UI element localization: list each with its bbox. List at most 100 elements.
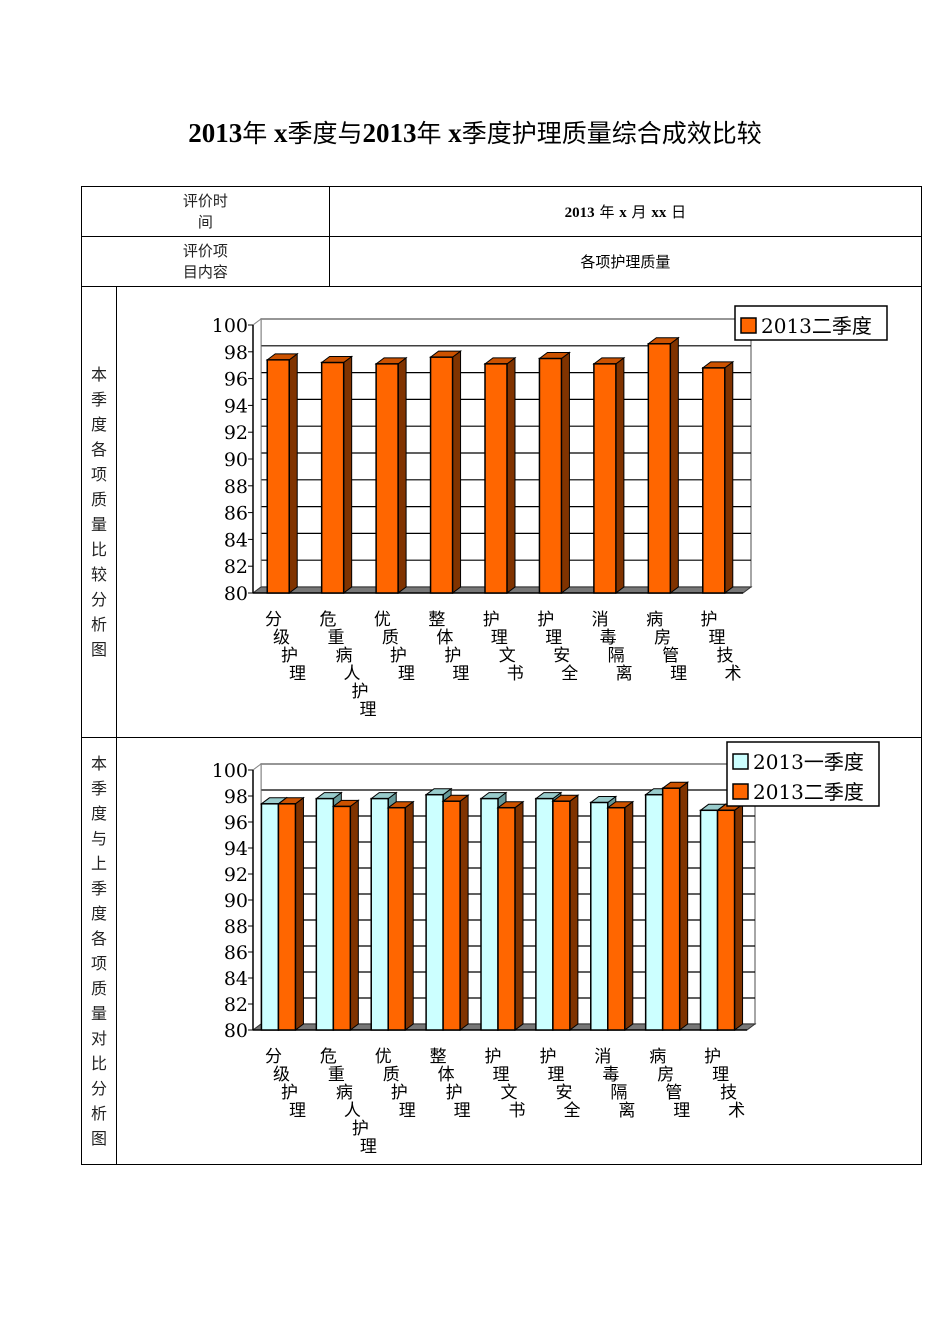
bar-chart-comparison: 80828486889092949698100分级护理危重病人护理优质护理整体护… — [212, 741, 880, 1157]
x-category-label: 理 — [709, 628, 726, 648]
x-category-label: 管 — [665, 1083, 682, 1103]
label-char: 量 — [90, 1004, 107, 1023]
x-category-label: 重 — [327, 628, 344, 648]
label-char: 各 — [90, 929, 107, 948]
bar — [716, 803, 745, 1031]
label-char: 量 — [90, 515, 107, 534]
x-category-label: 书 — [509, 1101, 526, 1121]
label-line: 间 — [197, 212, 213, 231]
label-char: 析 — [90, 615, 107, 634]
x-category-label: 理 — [289, 664, 306, 684]
x-category-label: 护 — [701, 610, 718, 630]
legend: 2013二季度 — [734, 305, 888, 341]
date-text: 年 — [599, 203, 615, 221]
bar — [320, 355, 354, 594]
y-tick-label: 100 — [212, 760, 248, 782]
x-category-label: 理 — [491, 628, 508, 648]
legend-label: 2013二季度 — [753, 780, 864, 804]
x-category-label: 体 — [436, 628, 453, 648]
label-char: 本 — [90, 365, 107, 384]
title-text: 季度与 — [287, 119, 363, 148]
bar — [701, 360, 735, 594]
y-tick-label: 100 — [212, 315, 248, 337]
x-category-label: 隔 — [608, 646, 625, 666]
title-year: 2013 — [362, 118, 417, 148]
evaluation-table: 评价时 间 2013 年 x 月 xx 日 评价项 目内容 各项护理质量 本季度… — [81, 186, 923, 1165]
x-category-label: 病 — [336, 1083, 353, 1103]
bar — [483, 356, 517, 594]
label-char: 上 — [90, 854, 107, 873]
bar — [606, 800, 635, 1031]
x-category-label: 消 — [592, 610, 609, 630]
x-category-label: 理 — [360, 1137, 377, 1157]
value-evaluation-time: 2013 年 x 月 xx 日 — [328, 186, 923, 237]
x-category-label: 技 — [720, 1083, 737, 1103]
legend-swatch — [732, 783, 749, 800]
label-char: 分 — [90, 590, 107, 609]
y-tick-label: 88 — [224, 476, 248, 498]
x-category-label: 术 — [728, 1101, 745, 1121]
y-tick-label: 92 — [224, 864, 248, 886]
x-category-label: 护 — [444, 646, 461, 666]
y-tick-label: 90 — [224, 890, 248, 912]
x-category-label: 理 — [493, 1065, 510, 1085]
title-text: 年 — [242, 119, 268, 148]
label-char: 较 — [90, 565, 107, 584]
label-char: 度 — [90, 415, 107, 434]
x-category-label: 级 — [273, 1065, 290, 1085]
label-char: 质 — [90, 490, 107, 509]
label-char: 质 — [90, 979, 107, 998]
y-tick-label: 98 — [224, 342, 248, 364]
x-category-label: 护 — [483, 610, 500, 630]
legend-swatch — [740, 317, 757, 334]
x-category-label: 优 — [374, 610, 391, 630]
y-tick-label: 94 — [224, 838, 248, 860]
bar — [551, 794, 580, 1031]
title-x: x — [273, 118, 288, 148]
y-tick-label: 80 — [224, 1020, 248, 1042]
label-char: 比 — [90, 1054, 107, 1073]
x-category-label: 护 — [351, 682, 368, 702]
y-tick-label: 90 — [224, 449, 248, 471]
legend-label: 2013一季度 — [753, 750, 864, 774]
x-category-label: 房 — [654, 628, 671, 648]
title-year: 2013 — [188, 118, 243, 148]
x-category-label: 理 — [452, 664, 469, 684]
x-category-label: 消 — [594, 1047, 611, 1067]
label-chart-current: 本季度各项质量比较分析图 — [81, 286, 117, 738]
x-category-label: 技 — [717, 646, 734, 666]
x-category-label: 管 — [662, 646, 679, 666]
label-char: 项 — [90, 465, 107, 484]
x-category-label: 理 — [547, 1065, 564, 1085]
x-category-label: 毒 — [600, 628, 617, 648]
x-category-label: 理 — [289, 1101, 306, 1121]
title-text: 年 — [416, 119, 442, 148]
x-category-label: 护 — [281, 1083, 298, 1103]
x-category-label: 重 — [328, 1065, 345, 1085]
label-char: 季 — [90, 390, 107, 409]
x-category-label: 理 — [454, 1101, 471, 1121]
x-category-label: 护 — [281, 646, 298, 666]
x-category-label: 全 — [561, 664, 578, 684]
label-char: 图 — [90, 1129, 107, 1148]
x-category-label: 危 — [320, 1047, 337, 1067]
x-category-label: 级 — [273, 628, 290, 648]
date-year: 2013 — [564, 205, 595, 221]
x-category-label: 质 — [382, 628, 399, 648]
x-category-label: 房 — [657, 1065, 674, 1085]
legend-swatch — [732, 753, 749, 770]
label-char: 析 — [90, 1104, 107, 1123]
x-category-label: 病 — [649, 1047, 666, 1067]
label-char: 度 — [90, 804, 107, 823]
y-tick-label: 80 — [224, 583, 248, 605]
x-category-label: 危 — [319, 610, 336, 630]
bar — [646, 336, 680, 594]
bar — [374, 356, 408, 594]
x-category-label: 护 — [485, 1047, 502, 1067]
x-category-label: 护 — [537, 610, 554, 630]
label-evaluation-content: 评价项 目内容 — [81, 236, 330, 287]
bar — [331, 799, 360, 1031]
title-x: x — [448, 118, 462, 148]
row-evaluation-time: 评价时 间 2013 年 x 月 xx 日 — [81, 186, 923, 237]
x-category-label: 护 — [390, 646, 407, 666]
